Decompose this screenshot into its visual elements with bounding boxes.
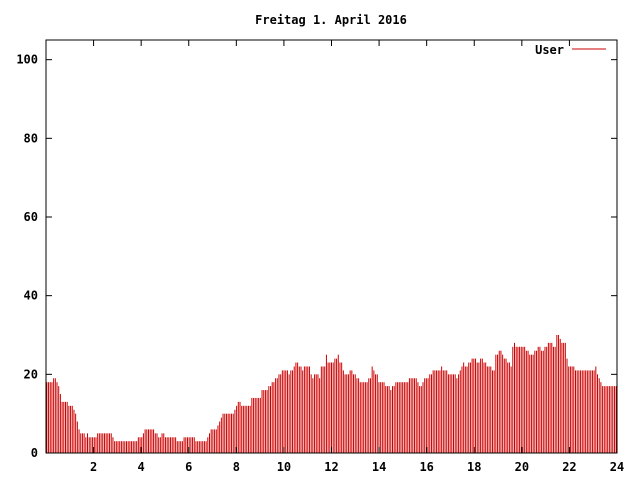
x-tick-label: 2: [90, 460, 97, 474]
legend: User: [535, 43, 606, 57]
x-tick-label: 16: [419, 460, 433, 474]
x-tick-label: 8: [233, 460, 240, 474]
y-tick-label: 80: [24, 131, 38, 145]
x-tick-label: 20: [515, 460, 529, 474]
x-tick-label: 12: [324, 460, 338, 474]
y-tick-label: 40: [24, 289, 38, 303]
x-tick-label: 24: [610, 460, 624, 474]
axis-ticks: [46, 40, 618, 454]
x-tick-label: 6: [185, 460, 192, 474]
x-tick-label: 22: [562, 460, 576, 474]
y-tick-label: 100: [16, 53, 38, 67]
y-tick-label: 20: [24, 367, 38, 381]
bar-series: [46, 335, 617, 453]
y-tick-label: 0: [31, 446, 38, 460]
x-tick-label: 4: [138, 460, 145, 474]
y-tick-label: 60: [24, 210, 38, 224]
x-tick-label: 10: [277, 460, 291, 474]
legend-label: User: [535, 43, 564, 57]
x-tick-label: 14: [372, 460, 386, 474]
chart-title: Freitag 1. April 2016: [255, 13, 407, 27]
x-tick-label: 18: [467, 460, 481, 474]
